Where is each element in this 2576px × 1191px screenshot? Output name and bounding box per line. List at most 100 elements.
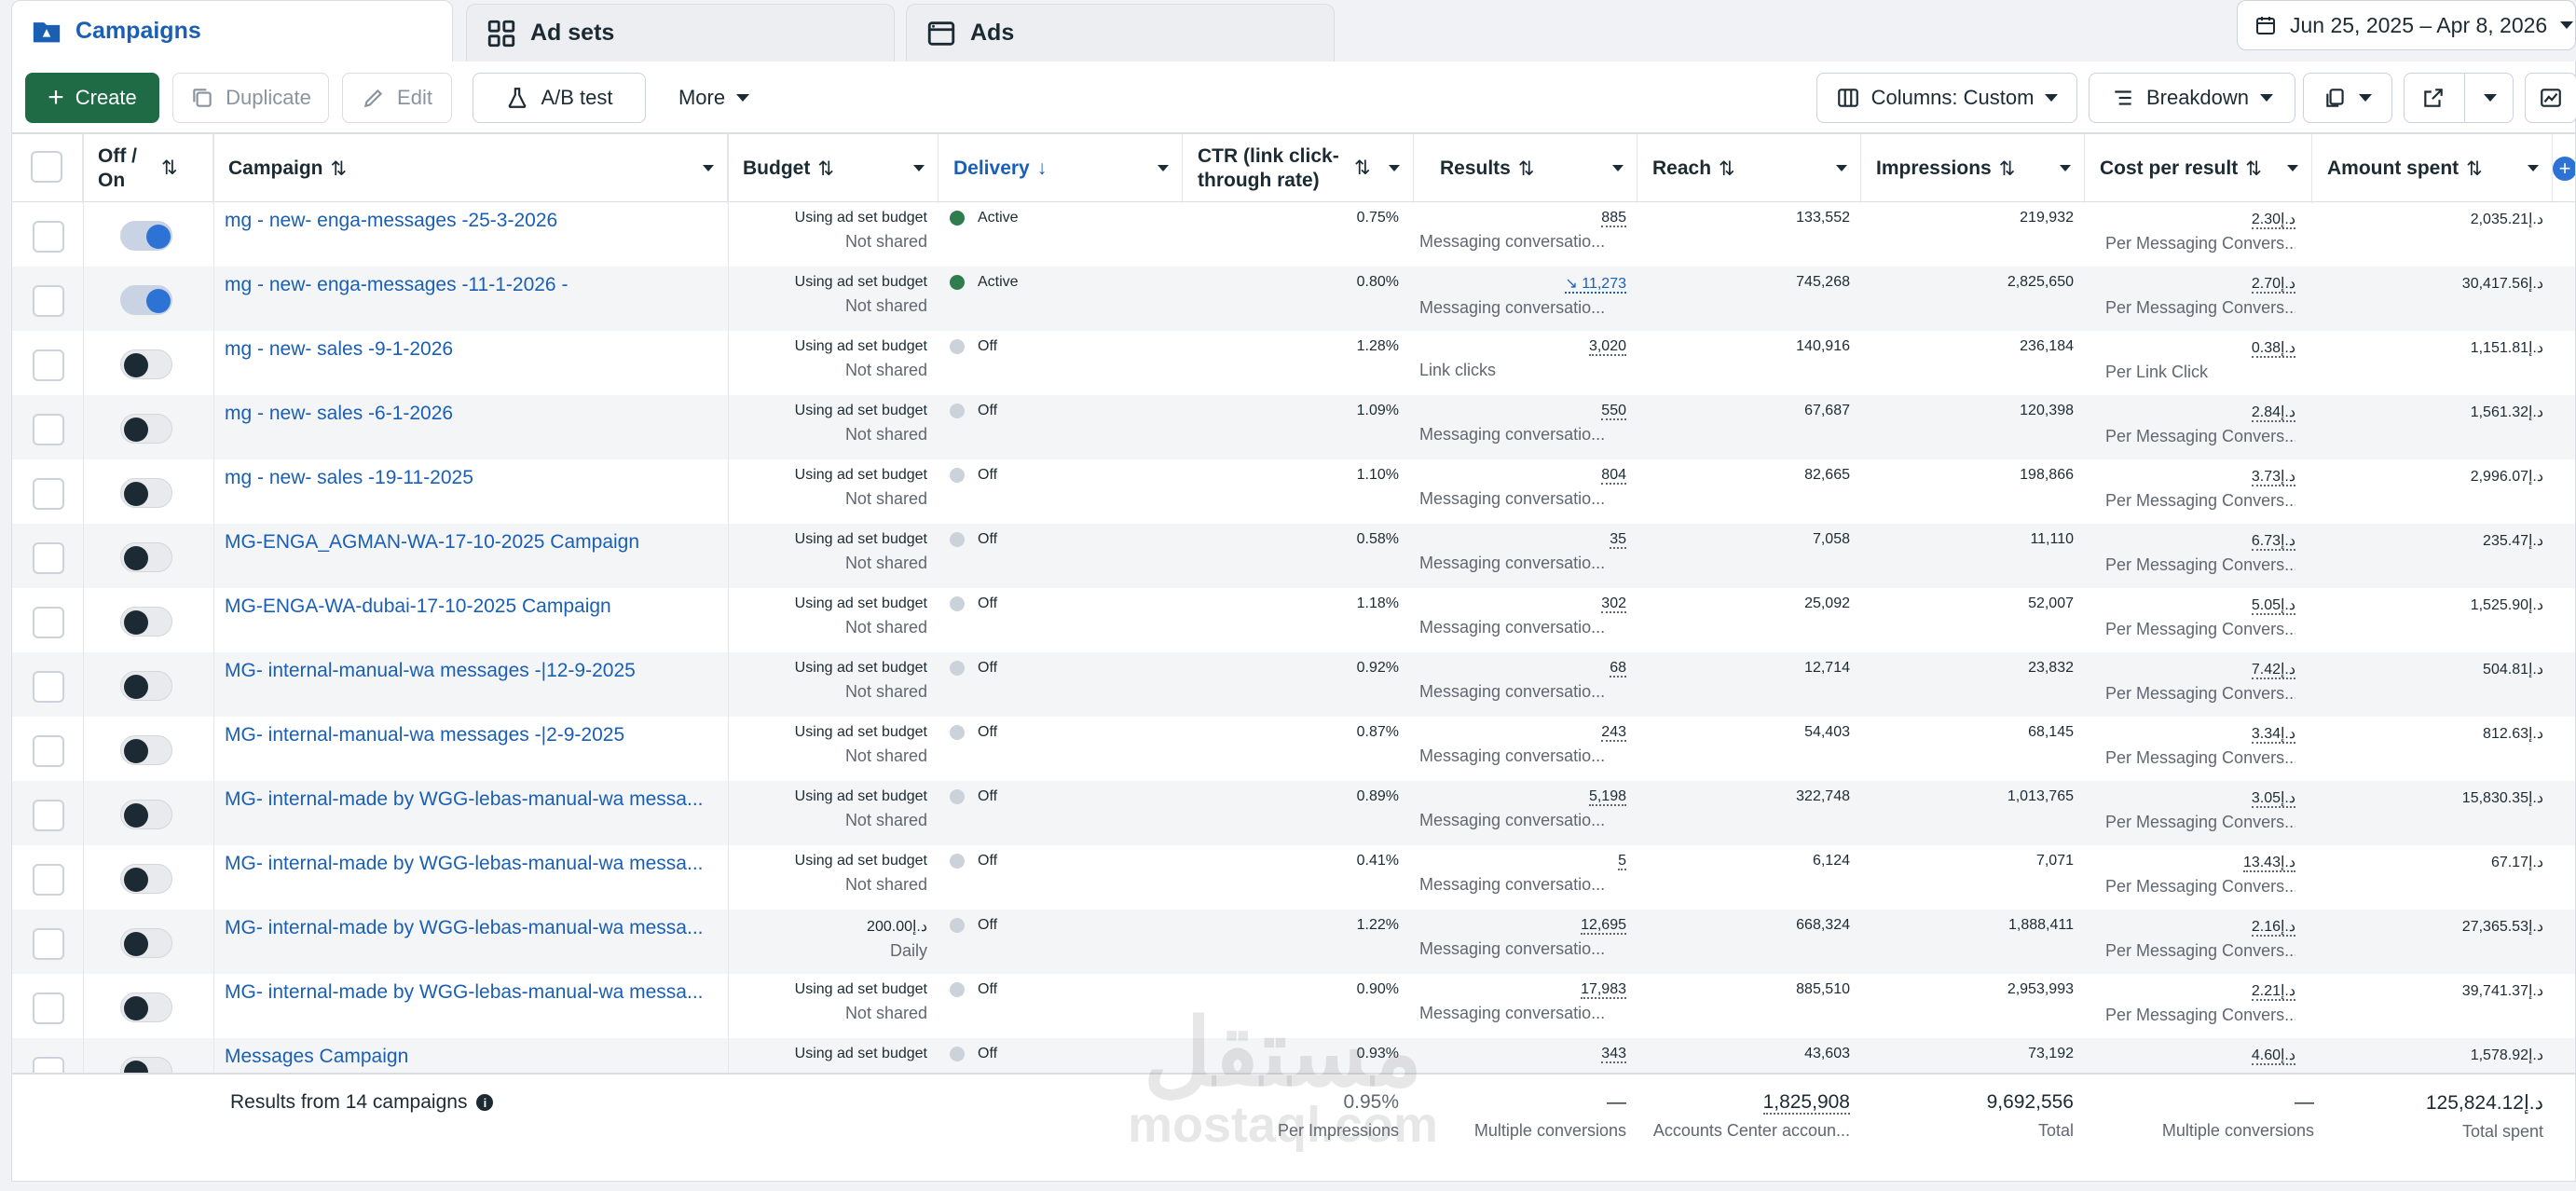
table-row[interactable]: mg - new- sales -9-1-2026 Using ad set bu…: [12, 331, 2575, 395]
row-checkbox[interactable]: [33, 478, 64, 510]
campaign-name-link[interactable]: mg - new- enga-messages -25-3-2026: [225, 210, 558, 231]
campaign-name-link[interactable]: MG- internal-made by WGG-lebas-manual-wa…: [225, 788, 704, 810]
results-value[interactable]: 68: [1610, 660, 1626, 678]
results-value[interactable]: 550: [1601, 403, 1626, 420]
campaign-toggle[interactable]: [120, 542, 172, 572]
sort-icon[interactable]: ⇅: [2245, 157, 2262, 180]
info-icon[interactable]: i: [476, 1094, 494, 1111]
header-reach[interactable]: Reach ⇅: [1637, 134, 1861, 203]
table-row[interactable]: MG- internal-made by WGG-lebas-manual-wa…: [12, 974, 2575, 1038]
header-select-all[interactable]: [12, 134, 83, 203]
row-checkbox[interactable]: [33, 414, 64, 445]
cpr-value[interactable]: 0.38د.إ: [2251, 340, 2295, 358]
campaign-toggle[interactable]: [120, 414, 172, 444]
campaign-name-link[interactable]: mg - new- sales -19-11-2025: [225, 467, 473, 488]
cpr-value[interactable]: 3.73د.إ: [2251, 469, 2295, 486]
row-checkbox[interactable]: [33, 607, 64, 638]
header-results[interactable]: Results ⇅: [1414, 134, 1637, 203]
campaign-toggle[interactable]: [120, 478, 172, 508]
select-all-checkbox[interactable]: [31, 151, 62, 183]
add-column-icon[interactable]: +: [2553, 157, 2575, 181]
tab-campaigns[interactable]: Campaigns: [11, 0, 453, 62]
more-button[interactable]: More: [653, 73, 774, 123]
header-campaign[interactable]: Campaign ⇅: [213, 134, 728, 203]
sort-down-icon[interactable]: ↓: [1036, 157, 1048, 179]
reports-button[interactable]: [2303, 73, 2392, 123]
chevron-down-icon[interactable]: [1389, 165, 1400, 171]
table-row[interactable]: MG-ENGA-WA-dubai-17-10-2025 Campaign Usin…: [12, 588, 2575, 652]
table-row[interactable]: MG- internal-made by WGG-lebas-manual-wa…: [12, 845, 2575, 910]
row-checkbox[interactable]: [33, 992, 64, 1024]
table-row[interactable]: MG- internal-manual-wa messages -|12-9-2…: [12, 652, 2575, 717]
row-checkbox[interactable]: [33, 349, 64, 381]
table-row[interactable]: mg - new- enga-messages -11-1-2026 - Usin…: [12, 267, 2575, 331]
cpr-value[interactable]: 3.34د.إ: [2251, 726, 2295, 744]
campaign-toggle[interactable]: [120, 285, 172, 315]
chevron-down-icon[interactable]: [2060, 165, 2071, 171]
table-row[interactable]: MG- internal-made by WGG-lebas-manual-wa…: [12, 781, 2575, 845]
row-checkbox[interactable]: [33, 735, 64, 767]
header-impressions[interactable]: Impressions ⇅: [1861, 134, 2085, 203]
campaign-name-link[interactable]: mg - new- sales -6-1-2026: [225, 403, 454, 424]
campaign-name-link[interactable]: MG- internal-manual-wa messages -|12-9-2…: [225, 660, 636, 681]
chevron-down-icon[interactable]: [1612, 165, 1624, 171]
sort-icon[interactable]: ⇅: [161, 157, 178, 179]
chevron-down-icon[interactable]: [2528, 165, 2539, 171]
results-value[interactable]: 5,198: [1588, 788, 1626, 806]
campaign-toggle[interactable]: [120, 928, 172, 958]
campaign-name-link[interactable]: mg - new- sales -9-1-2026: [225, 338, 454, 360]
campaign-toggle[interactable]: [120, 992, 172, 1022]
results-value[interactable]: 3,020: [1588, 338, 1626, 356]
results-value[interactable]: 12,695: [1581, 917, 1626, 935]
results-value[interactable]: 804: [1601, 467, 1626, 485]
header-budget[interactable]: Budget ⇅: [728, 134, 939, 203]
campaign-name-link[interactable]: MG- internal-manual-wa messages -|2-9-20…: [225, 724, 625, 746]
columns-button[interactable]: Columns: Custom: [1816, 73, 2077, 123]
sort-icon[interactable]: ⇅: [1354, 157, 1371, 179]
cpr-value[interactable]: 2.16د.إ: [2251, 919, 2295, 937]
campaign-name-link[interactable]: MG- internal-made by WGG-lebas-manual-wa…: [225, 981, 704, 1003]
total-reach-value[interactable]: 1,825,908: [1762, 1091, 1850, 1115]
campaign-name-link[interactable]: MG- internal-made by WGG-lebas-manual-wa…: [225, 853, 704, 874]
results-value[interactable]: 17,983: [1581, 981, 1626, 999]
chevron-down-icon[interactable]: [2287, 165, 2298, 171]
campaign-toggle[interactable]: [120, 671, 172, 701]
campaign-name-link[interactable]: MG-ENGA_AGMAN-WA-17-10-2025 Campaign: [225, 531, 640, 553]
sort-icon[interactable]: ⇅: [330, 157, 348, 180]
chart-view-button[interactable]: [2525, 73, 2576, 123]
table-row[interactable]: MG-ENGA_AGMAN-WA-17-10-2025 Campaign Usin…: [12, 524, 2575, 588]
results-value[interactable]: 243: [1601, 724, 1626, 742]
duplicate-button[interactable]: Duplicate: [172, 73, 329, 123]
row-checkbox[interactable]: [33, 221, 64, 253]
export-button[interactable]: [2404, 73, 2514, 123]
sort-icon[interactable]: ⇅: [1998, 157, 2016, 180]
results-value[interactable]: 885: [1601, 210, 1626, 227]
campaign-toggle[interactable]: [120, 864, 172, 894]
campaign-name-link[interactable]: Messages Campaign: [225, 1046, 409, 1067]
chevron-down-icon[interactable]: [913, 165, 925, 171]
sort-icon[interactable]: ⇅: [1719, 157, 1735, 180]
table-row[interactable]: mg - new- sales -6-1-2026 Using ad set bu…: [12, 395, 2575, 459]
sort-icon[interactable]: ⇅: [1517, 157, 1535, 180]
campaign-toggle[interactable]: [120, 735, 172, 765]
results-value[interactable]: 343: [1601, 1046, 1626, 1063]
chevron-down-icon[interactable]: [1836, 165, 1847, 171]
cpr-value[interactable]: 4.60د.إ: [2251, 1047, 2295, 1065]
sort-icon[interactable]: ⇅: [817, 157, 834, 180]
cpr-value[interactable]: 2.30د.إ: [2251, 212, 2295, 229]
ab-test-button[interactable]: A/B test: [473, 73, 646, 123]
cpr-value[interactable]: 2.70د.إ: [2251, 276, 2295, 294]
tab-ads[interactable]: Ads: [906, 4, 1335, 62]
campaign-name-link[interactable]: MG-ENGA-WA-dubai-17-10-2025 Campaign: [225, 596, 611, 617]
date-range-picker[interactable]: Jun 25, 2025 – Apr 8, 2026: [2237, 0, 2576, 50]
row-checkbox[interactable]: [33, 542, 64, 574]
cpr-value[interactable]: 3.05د.إ: [2251, 790, 2295, 808]
cpr-value[interactable]: 2.84د.إ: [2251, 404, 2295, 422]
campaign-toggle[interactable]: [120, 607, 172, 637]
header-offon[interactable]: Off / On ⇅: [83, 134, 213, 203]
campaign-name-link[interactable]: MG- internal-made by WGG-lebas-manual-wa…: [225, 917, 704, 938]
cpr-value[interactable]: 6.73د.إ: [2251, 533, 2295, 551]
row-checkbox[interactable]: [33, 285, 64, 317]
cpr-value[interactable]: 7.42د.إ: [2251, 662, 2295, 679]
edit-button[interactable]: Edit: [342, 73, 452, 123]
